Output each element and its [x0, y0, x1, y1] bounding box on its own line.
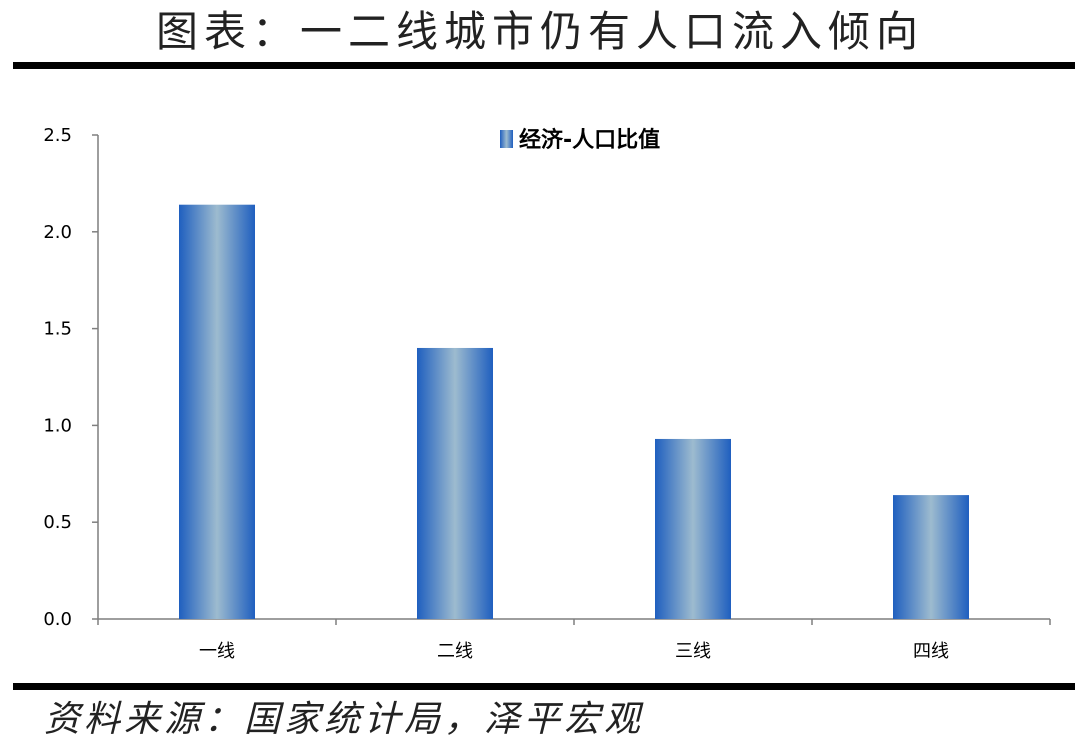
y-tick-label: 2.0	[43, 222, 72, 243]
bar-3	[655, 438, 731, 619]
y-tick-label: 0.0	[43, 609, 72, 630]
y-tick-label: 1.0	[43, 415, 72, 436]
x-category-label: 四线	[913, 641, 949, 662]
chart-title: 图表：一二线城市仍有人口流入倾向	[155, 7, 924, 56]
legend-swatch	[500, 130, 513, 148]
bottom-divider	[13, 683, 1075, 690]
source-note: 资料来源：国家统计局，泽平宏观	[44, 699, 645, 740]
top-divider	[13, 62, 1075, 69]
chart-bars	[179, 204, 969, 620]
x-category-label: 一线	[199, 641, 235, 662]
y-tick-label: 1.5	[43, 319, 72, 340]
bar-chart: 0.0 0.5 1.0 1.5 2.0 2.5 一线 二线 三线 四线 经济-人口比值	[43, 125, 1051, 662]
y-tick-label: 2.5	[43, 125, 72, 146]
y-tick-label: 0.5	[43, 512, 72, 533]
bar-4	[893, 495, 969, 619]
x-category-label: 二线	[437, 641, 473, 662]
chart-axes	[92, 134, 1051, 625]
chart-tick-labels: 0.0 0.5 1.0 1.5 2.0 2.5 一线 二线 三线 四线	[43, 125, 949, 662]
bar-1	[179, 204, 255, 620]
chart-legend: 经济-人口比值	[500, 127, 660, 153]
legend-label: 经济-人口比值	[519, 127, 660, 153]
x-category-label: 三线	[675, 641, 711, 662]
bar-2	[417, 347, 493, 619]
